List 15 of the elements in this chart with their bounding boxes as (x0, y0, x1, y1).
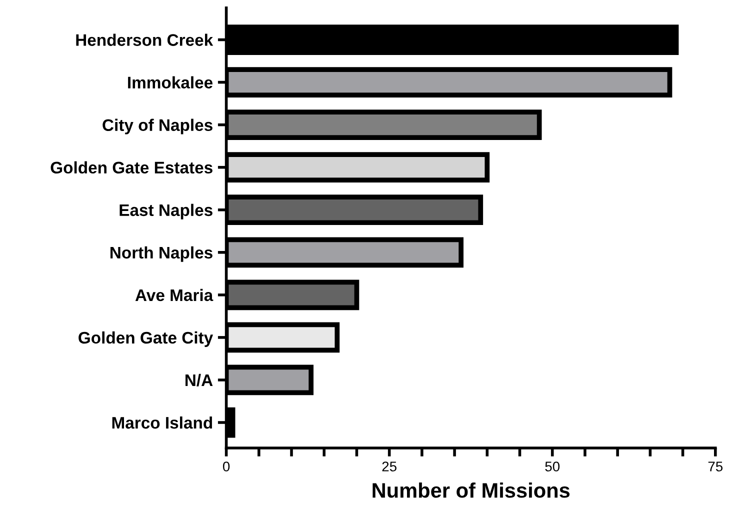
x-tick-label: 75 (708, 462, 723, 472)
y-tick-label: Golden Gate Estates (50, 161, 212, 174)
y-tick-label: Golden Gate City (78, 331, 214, 347)
y-tick-label: East Naples (120, 204, 212, 220)
y-tick-label: City of Naples (102, 118, 212, 134)
y-tick-label: Immokalee (128, 76, 213, 88)
x-axis-title: Number of Missions (372, 482, 570, 498)
y-tick-label: Ave Maria (135, 288, 214, 302)
y-tick-label: North Naples (110, 246, 212, 262)
x-tick-label: 50 (545, 462, 560, 472)
y-tick-label: Henderson Creek (76, 34, 214, 46)
x-tick-label: 25 (382, 462, 396, 472)
y-tick-label: Marco Island (112, 416, 212, 429)
y-tick-label: N/A (186, 374, 213, 386)
x-tick-label: 0 (222, 462, 230, 472)
